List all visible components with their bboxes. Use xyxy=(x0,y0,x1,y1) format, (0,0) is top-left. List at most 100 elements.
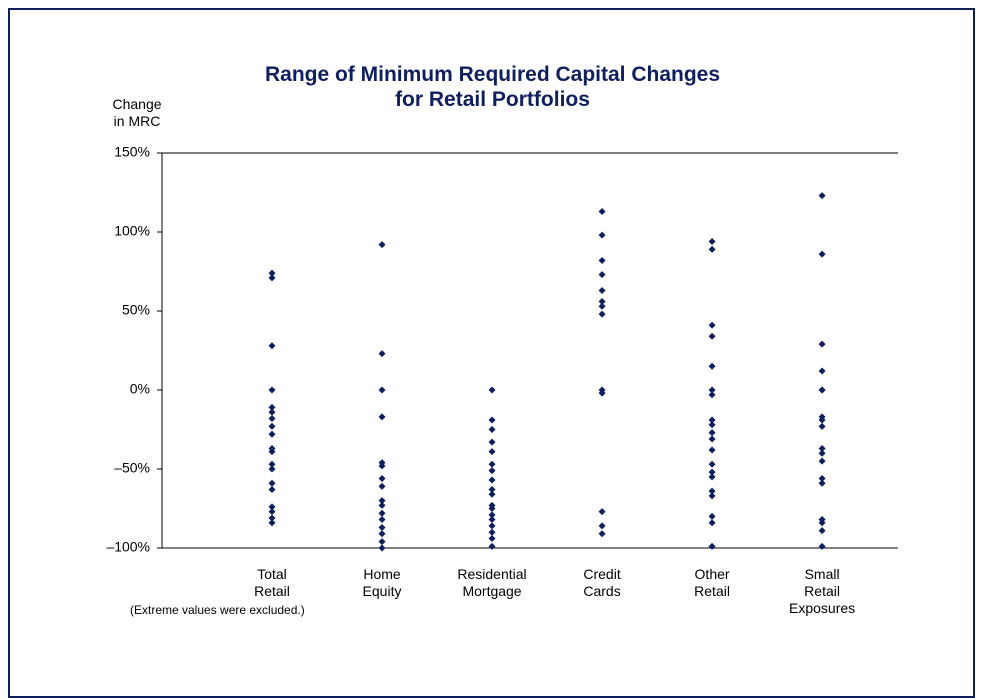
x-tick-label: Small Retail Exposures xyxy=(789,566,856,616)
point xyxy=(488,511,496,519)
point xyxy=(378,497,386,505)
point xyxy=(268,514,276,522)
point xyxy=(488,467,496,475)
point xyxy=(378,350,386,358)
point xyxy=(708,362,716,370)
point xyxy=(488,535,496,543)
point xyxy=(598,286,606,294)
point xyxy=(488,528,496,536)
point xyxy=(268,430,276,438)
point xyxy=(708,512,716,520)
point xyxy=(818,444,826,452)
point xyxy=(488,460,496,468)
point xyxy=(598,310,606,318)
point xyxy=(818,416,826,424)
point xyxy=(598,298,606,306)
point xyxy=(598,522,606,530)
point xyxy=(708,237,716,245)
point xyxy=(708,460,716,468)
point xyxy=(488,386,496,394)
y-tick-label: –100% xyxy=(106,539,150,555)
point xyxy=(268,465,276,473)
point xyxy=(818,340,826,348)
point xyxy=(818,479,826,487)
point xyxy=(378,462,386,470)
point xyxy=(488,486,496,494)
point xyxy=(268,460,276,468)
point xyxy=(708,321,716,329)
point xyxy=(268,403,276,411)
point xyxy=(818,192,826,200)
point xyxy=(708,386,716,394)
point xyxy=(378,501,386,509)
point xyxy=(818,519,826,527)
point xyxy=(268,503,276,511)
point xyxy=(488,416,496,424)
point xyxy=(268,448,276,456)
point xyxy=(708,473,716,481)
point xyxy=(268,508,276,516)
point xyxy=(708,492,716,500)
point xyxy=(708,429,716,437)
point xyxy=(598,508,606,516)
chart-title: Range of Minimum Required Capital Change… xyxy=(264,63,721,111)
point xyxy=(268,486,276,494)
point xyxy=(488,516,496,524)
point xyxy=(268,342,276,350)
point xyxy=(708,519,716,527)
point xyxy=(818,367,826,375)
note: (Extreme values were excluded.) xyxy=(130,603,305,617)
point xyxy=(598,256,606,264)
point xyxy=(708,421,716,429)
point xyxy=(708,332,716,340)
point xyxy=(488,448,496,456)
point xyxy=(708,391,716,399)
point xyxy=(378,509,386,517)
x-tick-label: Total Retail xyxy=(254,566,290,599)
point xyxy=(378,386,386,394)
point xyxy=(708,468,716,476)
point xyxy=(818,449,826,457)
point xyxy=(708,435,716,443)
point xyxy=(818,542,826,550)
y-tick-label: 50% xyxy=(122,302,150,318)
point xyxy=(268,408,276,416)
y-tick-label: –50% xyxy=(114,460,150,476)
point xyxy=(378,516,386,524)
point xyxy=(268,519,276,527)
point xyxy=(488,476,496,484)
point xyxy=(818,422,826,430)
point xyxy=(268,422,276,430)
point xyxy=(598,530,606,538)
point xyxy=(818,527,826,535)
point xyxy=(818,386,826,394)
point xyxy=(708,416,716,424)
point xyxy=(488,490,496,498)
x-tick-label: Residential Mortgage xyxy=(457,566,527,599)
point xyxy=(488,522,496,530)
point xyxy=(378,530,386,538)
point xyxy=(268,274,276,282)
x-tick-label: Credit Cards xyxy=(583,566,621,599)
point xyxy=(708,446,716,454)
point xyxy=(708,542,716,550)
point xyxy=(708,487,716,495)
point xyxy=(378,241,386,249)
point xyxy=(818,457,826,465)
point xyxy=(268,386,276,394)
point xyxy=(488,438,496,446)
y-tick-label: 150% xyxy=(114,144,150,160)
point xyxy=(598,302,606,310)
point xyxy=(598,207,606,215)
point xyxy=(268,414,276,422)
point xyxy=(598,389,606,397)
point xyxy=(708,245,716,253)
point xyxy=(598,271,606,279)
point xyxy=(818,474,826,482)
y-tick-label: 0% xyxy=(130,381,150,397)
y-axis-label: Change in MRC xyxy=(112,96,162,129)
point xyxy=(598,231,606,239)
point xyxy=(378,482,386,490)
